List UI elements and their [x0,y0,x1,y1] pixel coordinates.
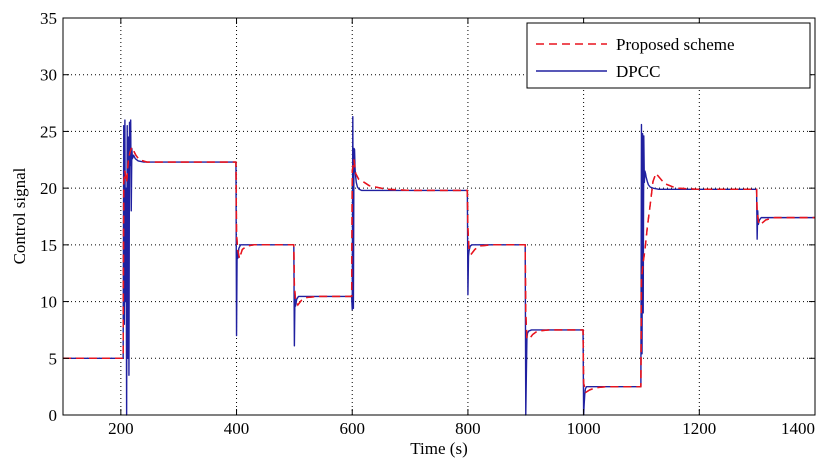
y-tick-label: 20 [40,179,57,198]
y-tick-label: 5 [49,349,58,368]
x-tick-label: 800 [455,419,481,438]
y-tick-label: 15 [40,236,57,255]
legend-label-proposed-scheme: Proposed scheme [616,35,735,54]
grid [63,18,815,415]
y-tick-label: 0 [49,406,58,425]
y-tick-label: 35 [40,9,57,28]
y-tick-label: 30 [40,66,57,85]
plot-frame [62,17,816,416]
x-tick-label: 200 [108,419,134,438]
x-tick-label: 400 [224,419,250,438]
series-line-dpcc [63,115,815,416]
series-layer [63,115,815,416]
legend-box [526,22,811,89]
series-line-overlay [63,145,815,394]
x-tick-labels: 200 400 600 800 1000 1200 1400 [108,419,815,438]
x-axis-label: Time (s) [410,439,467,458]
y-tick-labels: 0 5 10 15 20 25 30 35 [40,9,57,425]
ticks [63,17,816,416]
y-tick-label: 10 [40,293,57,312]
legend: Proposed scheme DPCC [526,22,811,89]
x-tick-label: 600 [339,419,365,438]
x-tick-label: 1200 [682,419,716,438]
y-axis-label: Control signal [10,167,29,264]
legend-label-dpcc: DPCC [616,62,660,81]
x-tick-label: 1000 [567,419,601,438]
x-tick-label: 1400 [781,419,815,438]
y-tick-label: 25 [40,122,57,141]
